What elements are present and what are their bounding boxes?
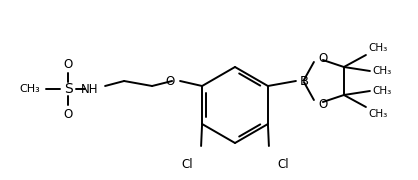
Text: CH₃: CH₃ xyxy=(372,86,391,96)
Text: O: O xyxy=(166,75,175,87)
Text: Cl: Cl xyxy=(181,158,193,171)
Text: B: B xyxy=(300,75,309,87)
Text: O: O xyxy=(318,51,327,64)
Text: CH₃: CH₃ xyxy=(372,66,391,76)
Text: CH₃: CH₃ xyxy=(19,84,40,94)
Text: S: S xyxy=(64,82,72,96)
Text: O: O xyxy=(64,107,73,120)
Text: CH₃: CH₃ xyxy=(368,43,387,53)
Text: O: O xyxy=(318,98,327,111)
Text: Cl: Cl xyxy=(277,158,288,171)
Text: O: O xyxy=(64,57,73,71)
Text: NH: NH xyxy=(81,82,98,96)
Text: CH₃: CH₃ xyxy=(368,109,387,119)
